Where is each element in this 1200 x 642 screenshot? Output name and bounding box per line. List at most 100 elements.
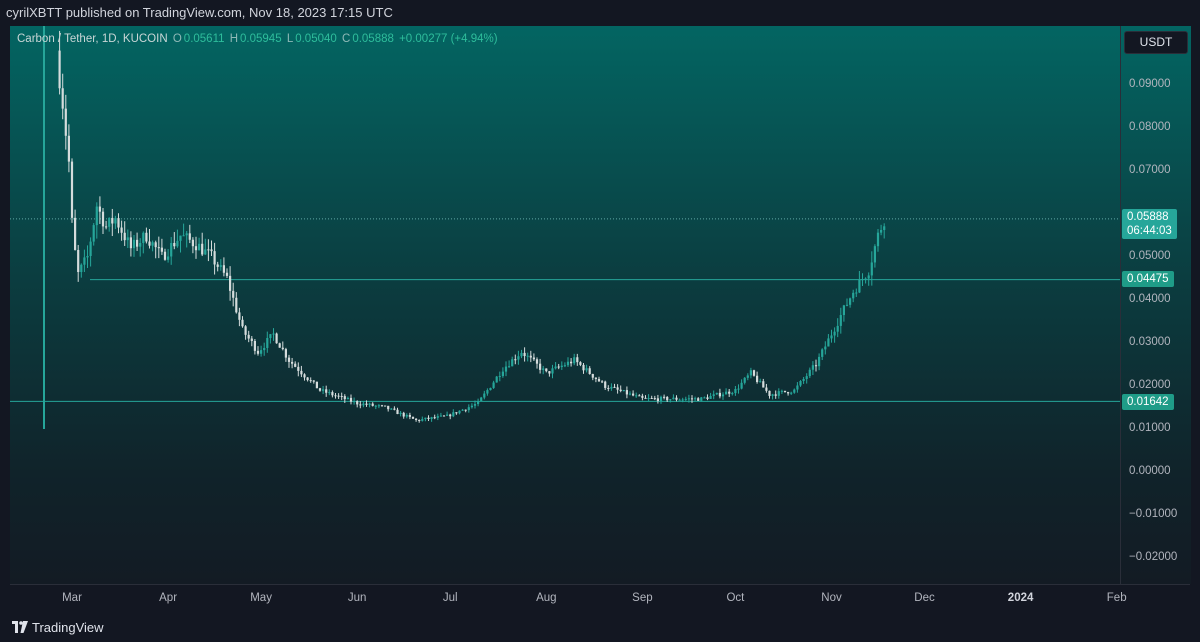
bar-countdown: 06:44:03 xyxy=(1127,225,1172,237)
candle-body xyxy=(154,242,157,248)
candle-body xyxy=(697,398,700,401)
candle-body xyxy=(238,312,241,320)
candle-body xyxy=(396,409,399,415)
time-axis[interactable]: Mar Apr May Jun Jul Aug Sep Oct Nov Dec 2024 Feb xyxy=(10,584,1190,613)
candle-body xyxy=(514,359,517,361)
candle-body xyxy=(235,297,238,313)
candle-body xyxy=(743,377,746,383)
candle-body xyxy=(721,394,725,397)
candle-body xyxy=(278,343,281,348)
candle-body xyxy=(142,232,145,244)
candle-body xyxy=(601,381,604,383)
candle-body xyxy=(718,392,721,397)
candle-body xyxy=(805,376,808,379)
candle-body xyxy=(796,385,799,390)
candle-body xyxy=(374,405,377,407)
candle-body xyxy=(439,415,442,417)
candle-body xyxy=(498,376,501,378)
candle-body xyxy=(80,264,83,273)
price-tick: 0.08000 xyxy=(1129,121,1171,133)
candle-body xyxy=(870,262,873,276)
candle-body xyxy=(64,108,67,136)
high-value: 0.05945 xyxy=(240,33,282,45)
candle-body xyxy=(232,290,235,298)
candle-body xyxy=(861,279,864,281)
candle-body xyxy=(349,397,353,402)
candle-body xyxy=(737,388,740,390)
candle-body xyxy=(622,390,625,392)
candle-body xyxy=(390,408,393,410)
candle-body xyxy=(275,333,278,344)
candle-body xyxy=(225,272,229,276)
price-axis[interactable]: 0.09000 0.08000 0.07000 0.05000 0.04000 0.030… xyxy=(1120,26,1191,584)
candle-body xyxy=(790,392,793,394)
candle-body xyxy=(77,249,80,273)
candle-body xyxy=(523,352,526,357)
ohlc-legend: Carbon / Tether, 1D, KUCOIN O 0.05611 H 0.… xyxy=(17,33,500,45)
candle-body xyxy=(768,390,771,396)
chart-pane[interactable] xyxy=(10,26,1120,584)
time-tick: Jul xyxy=(442,592,458,604)
candle-body xyxy=(669,399,672,401)
candle-body xyxy=(108,217,111,227)
candle-body xyxy=(126,237,129,241)
candle-body xyxy=(473,404,477,406)
tradingview-logo[interactable]: TradingView xyxy=(12,620,104,635)
candle-body xyxy=(836,325,839,332)
candle-body xyxy=(653,398,656,400)
candle-body xyxy=(157,247,160,249)
candle-body xyxy=(731,393,734,395)
candle-body xyxy=(123,232,126,241)
candle-body xyxy=(312,380,315,382)
price-tick: 0.01000 xyxy=(1129,422,1171,434)
candle-body xyxy=(573,357,576,364)
candle-body xyxy=(458,410,461,414)
candle-body xyxy=(464,409,467,411)
candle-body xyxy=(793,389,796,393)
candle-body xyxy=(715,392,718,395)
candle-body xyxy=(98,206,101,212)
candle-body xyxy=(542,368,545,370)
candle-body xyxy=(845,304,849,306)
candle-body xyxy=(746,375,749,378)
footer-bar: TradingView xyxy=(0,612,1200,642)
candle-body xyxy=(170,242,173,257)
candle-body xyxy=(136,239,139,247)
candle-body xyxy=(756,375,759,383)
candle-body xyxy=(477,401,480,405)
candle-body xyxy=(418,420,421,422)
candlestick-chart[interactable] xyxy=(10,26,1120,584)
candle-body xyxy=(173,242,176,247)
candle-body xyxy=(191,239,194,247)
candle-body xyxy=(132,239,136,249)
candle-body xyxy=(328,392,331,394)
candle-body xyxy=(424,417,427,420)
candle-body xyxy=(309,380,312,382)
candle-body xyxy=(95,206,98,226)
candle-body xyxy=(269,334,272,339)
candle-body xyxy=(101,211,105,227)
candle-body xyxy=(377,405,380,407)
candle-body xyxy=(139,243,142,247)
candle-body xyxy=(86,256,89,258)
candle-body xyxy=(759,381,762,383)
candle-body xyxy=(455,412,458,414)
candle-body xyxy=(188,233,191,240)
candle-body xyxy=(641,395,644,398)
candle-body xyxy=(607,387,610,389)
symbol-title[interactable]: Carbon / Tether, 1D, KUCOIN xyxy=(17,33,168,45)
currency-button[interactable]: USDT xyxy=(1124,31,1188,54)
high-label: H xyxy=(229,33,239,45)
time-tick: Nov xyxy=(821,592,842,604)
time-tick: Apr xyxy=(159,592,178,604)
tradingview-icon xyxy=(12,621,28,633)
candle-body xyxy=(353,401,356,403)
candle-body xyxy=(852,292,855,299)
candle-body xyxy=(430,417,433,420)
candle-body xyxy=(570,361,573,364)
candle-body xyxy=(799,380,802,386)
candle-body xyxy=(501,371,504,377)
candle-body xyxy=(802,378,805,381)
candle-body xyxy=(92,225,95,242)
last-price-value: 0.05888 xyxy=(1127,211,1169,223)
